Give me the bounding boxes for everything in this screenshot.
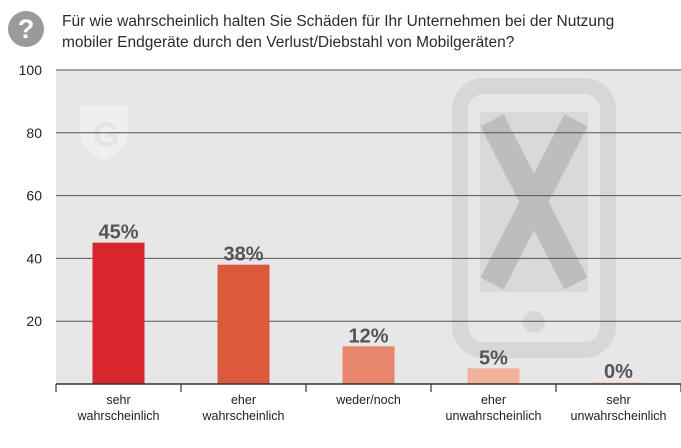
bar: [217, 264, 270, 384]
x-tick-label-line: wahrscheinlich: [77, 409, 160, 423]
bar: [467, 368, 520, 384]
x-tick-label-line: sehr: [106, 393, 130, 407]
y-axis-ticks: 20 40 60 80 100: [19, 62, 43, 329]
y-tick-label: 20: [26, 313, 42, 329]
y-tick-label: 40: [26, 250, 42, 266]
question-line-2: mobiler Endgeräte durch den Verlust/Dieb…: [62, 34, 515, 51]
g-data-wordmark: G DATA: [82, 88, 134, 104]
y-tick-label: 60: [26, 188, 42, 204]
x-tick-label: sehr unwahrscheinlich: [571, 393, 667, 423]
data-label: 0%: [604, 361, 633, 383]
header: ? Für wie wahrscheinlich halten Sie Schä…: [0, 0, 681, 60]
value-labels: 45% 38% 12% 5% 0%: [98, 222, 633, 383]
x-tick-label-line: eher: [481, 393, 506, 407]
x-tick-label-line: weder/noch: [335, 393, 401, 407]
x-tick-label-line: wahrscheinlich: [202, 409, 285, 423]
g-data-g-icon: G: [93, 116, 119, 154]
data-label: 45%: [98, 222, 138, 244]
x-tick-label-line: sehr: [606, 393, 630, 407]
data-label: 38%: [223, 244, 263, 266]
x-tick-label-line: eher: [231, 393, 256, 407]
y-tick-label: 100: [19, 62, 43, 78]
gridlines: [56, 69, 681, 322]
x-tick-label: weder/noch: [335, 393, 401, 407]
bars: [92, 242, 645, 384]
bar: [92, 242, 145, 384]
y-tick-label: 80: [26, 125, 42, 141]
category-labels: sehr wahrscheinlich eher wahrscheinlich wede…: [77, 393, 667, 423]
bar: [592, 382, 645, 384]
smartphone-crossed-icon: [452, 78, 616, 358]
x-tick-label: eher unwahrscheinlich: [446, 393, 542, 423]
question-mark-icon: ?: [8, 11, 44, 47]
x-tick-label: eher wahrscheinlich: [202, 393, 285, 423]
survey-question: Für wie wahrscheinlich halten Sie Schäde…: [62, 11, 674, 53]
x-tick-label-line: unwahrscheinlich: [446, 409, 542, 423]
data-label: 5%: [479, 347, 508, 369]
bar: [342, 346, 395, 384]
x-tick-label-line: unwahrscheinlich: [571, 409, 667, 423]
x-tick-label: sehr wahrscheinlich: [77, 393, 160, 423]
data-label: 12%: [348, 325, 388, 347]
question-line-1: Für wie wahrscheinlich halten Sie Schäde…: [62, 13, 615, 30]
x-axis-ticks: [55, 384, 681, 392]
